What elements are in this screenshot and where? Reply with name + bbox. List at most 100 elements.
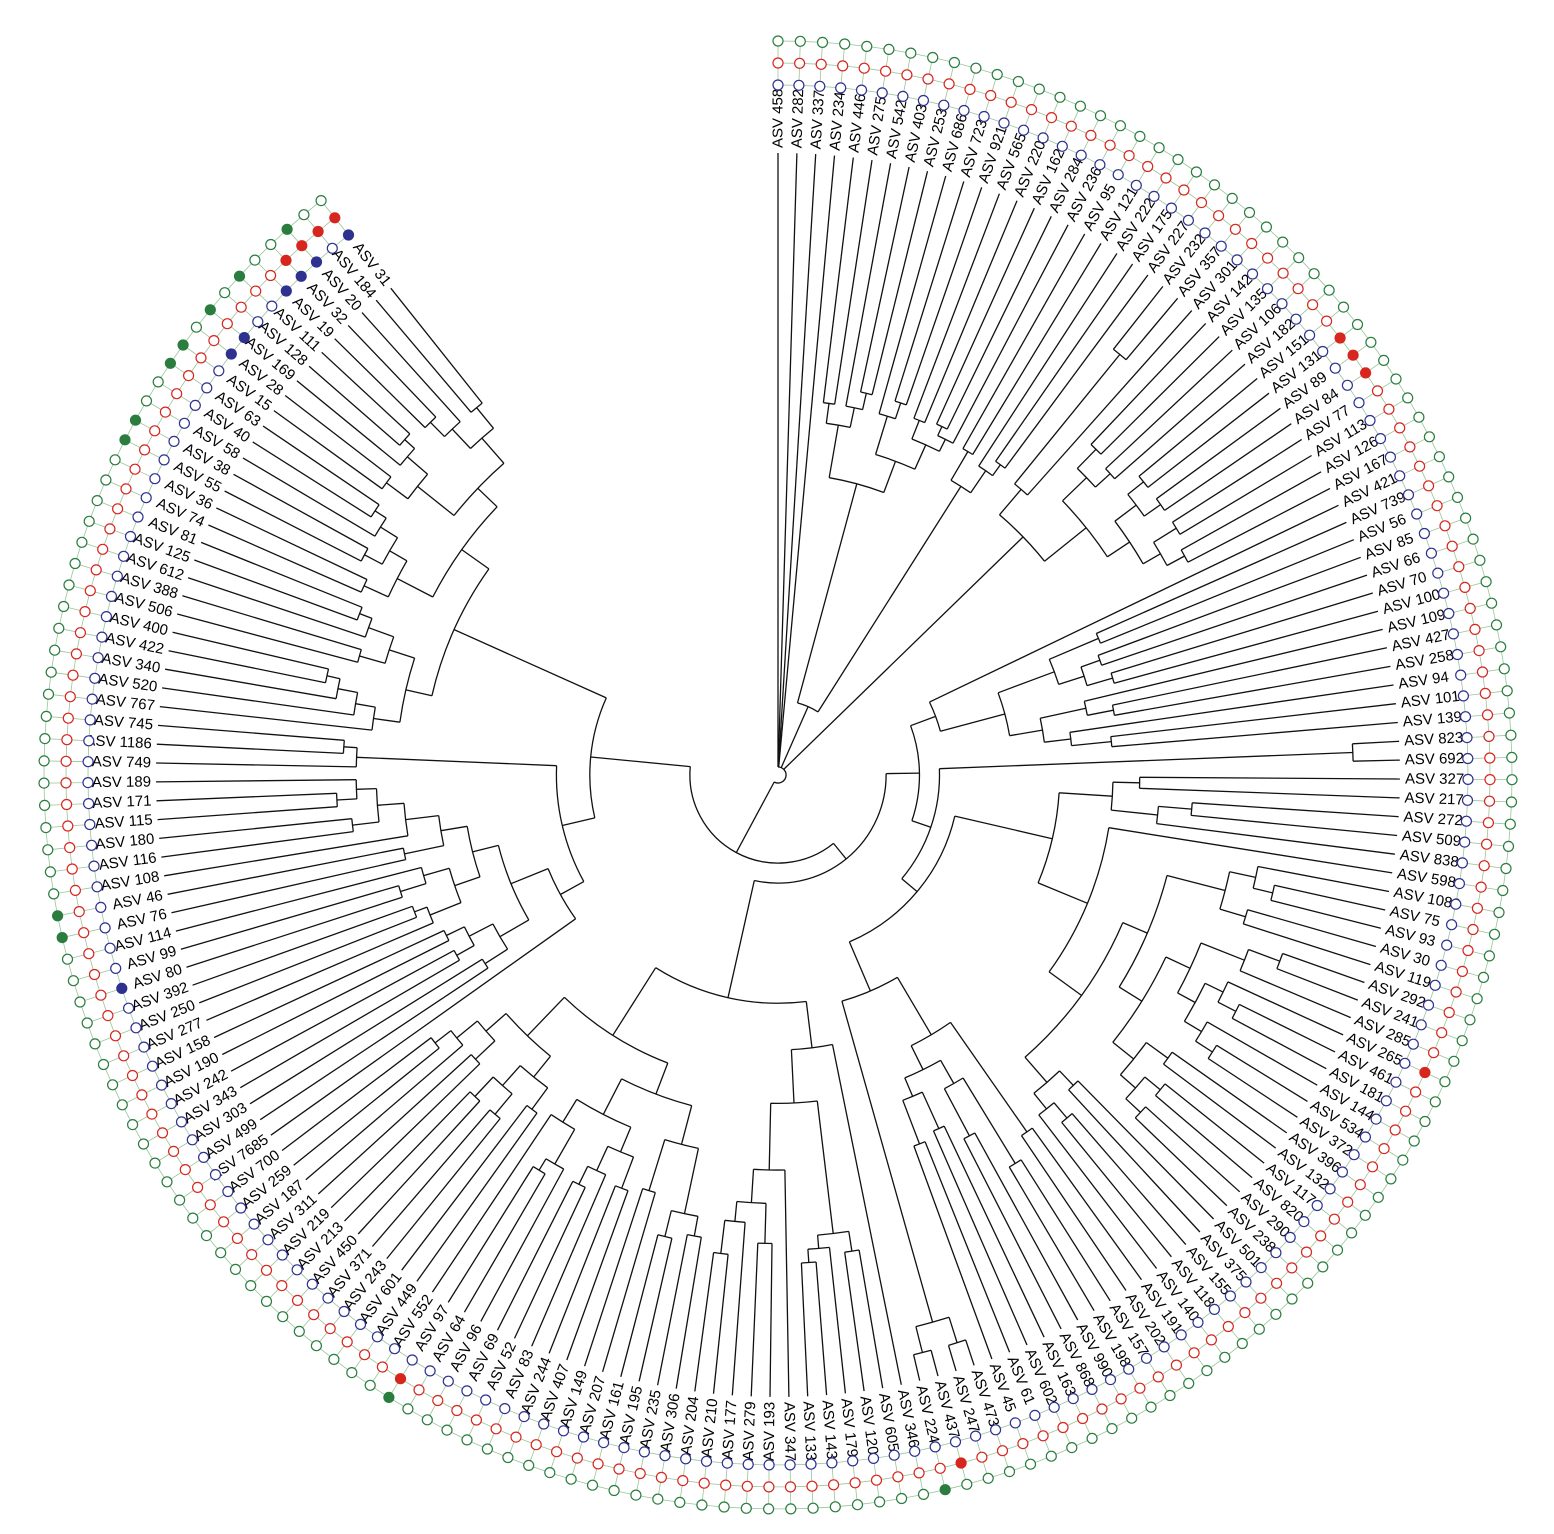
tip-label: ASV 282 bbox=[789, 89, 808, 149]
green-ring-dot bbox=[119, 434, 131, 446]
red-ring-dot bbox=[1453, 561, 1465, 573]
red-ring-dot bbox=[1212, 210, 1225, 222]
branch-line bbox=[1112, 1041, 1135, 1060]
branch-line bbox=[997, 671, 1055, 694]
branch-arc bbox=[773, 766, 787, 784]
branch-line bbox=[815, 1261, 828, 1396]
branch-line bbox=[429, 421, 445, 438]
green-ring-dot bbox=[740, 1502, 752, 1514]
branch-line bbox=[1107, 541, 1130, 558]
red-ring-dot bbox=[1483, 795, 1496, 807]
red-ring-dot bbox=[1025, 103, 1038, 116]
branch-line bbox=[1166, 555, 1185, 567]
green-ring-dot bbox=[1459, 512, 1472, 524]
red-ring-dot bbox=[67, 669, 79, 681]
branch-line bbox=[1158, 805, 1192, 810]
branch-line bbox=[694, 1252, 715, 1392]
green-ring-dot bbox=[829, 1501, 841, 1513]
green-ring-dot bbox=[1260, 221, 1273, 233]
red-ring-dot bbox=[1413, 460, 1426, 472]
branch-line bbox=[156, 762, 357, 768]
blue-ring-dot bbox=[1407, 1038, 1419, 1050]
blue-ring-dot bbox=[1029, 1409, 1041, 1422]
branch-arc bbox=[1162, 1051, 1173, 1065]
blue-ring-dot bbox=[867, 1452, 880, 1465]
blue-ring-dot bbox=[326, 242, 338, 254]
blue-ring-dot bbox=[99, 922, 111, 934]
green-ring-dot bbox=[1467, 533, 1479, 545]
red-ring-dot bbox=[74, 627, 87, 639]
red-ring-dot bbox=[265, 269, 277, 282]
tip-label: ASV 692 bbox=[1405, 750, 1465, 768]
branch-arc bbox=[547, 868, 577, 920]
green-ring-dot bbox=[982, 1472, 994, 1484]
tip-label: ASV 327 bbox=[1405, 771, 1464, 788]
green-ring-dot bbox=[1226, 192, 1238, 204]
branch-line bbox=[417, 485, 455, 517]
green-ring-dot bbox=[1253, 1323, 1265, 1335]
branch-line bbox=[1239, 970, 1351, 1019]
branch-line bbox=[321, 351, 411, 435]
branch-line bbox=[414, 906, 428, 913]
branch-line bbox=[731, 1222, 746, 1396]
green-ring-dot bbox=[215, 1247, 227, 1259]
blue-ring-dot bbox=[938, 99, 950, 111]
branch-arc bbox=[963, 1132, 976, 1140]
green-ring-dot bbox=[1317, 1261, 1329, 1273]
branch-arc bbox=[1180, 549, 1189, 563]
branch-line bbox=[1195, 1040, 1213, 1053]
branch-line bbox=[526, 996, 565, 1037]
branch-arc bbox=[823, 402, 835, 405]
blue-ring-dot bbox=[461, 1385, 473, 1397]
branch-arc bbox=[360, 579, 368, 593]
red-ring-dot bbox=[1005, 96, 1017, 108]
branch-arc bbox=[911, 438, 940, 452]
blue-ring-dot bbox=[499, 1402, 511, 1415]
branch-line bbox=[1014, 354, 1121, 485]
red-ring-dot bbox=[1409, 1086, 1422, 1098]
branch-line bbox=[1097, 556, 1361, 657]
red-ring-dot bbox=[376, 1361, 388, 1373]
red-ring-dot bbox=[69, 884, 82, 897]
red-ring-dot bbox=[221, 318, 233, 330]
green-ring-dot bbox=[1495, 641, 1507, 653]
tip-label: ASV 509 bbox=[1401, 828, 1462, 851]
red-ring-dot bbox=[530, 1439, 542, 1451]
branch-line bbox=[1084, 628, 1383, 702]
blue-ring-dot bbox=[1086, 1383, 1098, 1396]
branch-line bbox=[1105, 349, 1233, 470]
blue-ring-dot bbox=[1192, 1316, 1204, 1329]
green-ring-dot bbox=[1498, 663, 1510, 675]
blue-ring-dot bbox=[1246, 268, 1259, 280]
branch-line bbox=[431, 1114, 552, 1293]
green-ring-dot bbox=[1433, 451, 1446, 463]
green-ring-dot bbox=[1501, 685, 1513, 697]
branch-arc bbox=[913, 417, 925, 424]
blue-ring-dot bbox=[209, 1168, 222, 1181]
green-ring-dot bbox=[140, 395, 153, 407]
branch-arc bbox=[689, 766, 834, 864]
branch-line bbox=[1114, 665, 1391, 716]
blue-ring-dot bbox=[84, 714, 96, 726]
branch-line bbox=[423, 867, 450, 877]
green-ring-dot bbox=[948, 56, 961, 69]
green-ring-dot bbox=[1456, 1035, 1468, 1047]
blue-ring-dot bbox=[82, 776, 94, 789]
branch-line bbox=[902, 1100, 921, 1145]
branch-line bbox=[531, 1087, 549, 1110]
blue-ring-dot bbox=[354, 1318, 367, 1331]
tip-label: ASV 1186 bbox=[85, 732, 152, 752]
green-ring-dot bbox=[1503, 707, 1516, 719]
green-ring-dot bbox=[177, 339, 189, 351]
red-ring-dot bbox=[985, 89, 997, 102]
branch-arc bbox=[492, 1076, 513, 1095]
green-ring-dot bbox=[39, 732, 51, 745]
branch-arc bbox=[1008, 1159, 1022, 1168]
red-ring-dot bbox=[922, 73, 934, 85]
branch-line bbox=[954, 815, 1053, 840]
branch-line bbox=[474, 1076, 494, 1097]
branch-line bbox=[1276, 968, 1359, 1001]
branch-arc bbox=[1239, 949, 1250, 972]
blue-ring-dot bbox=[213, 365, 225, 377]
blue-ring-dot bbox=[1411, 508, 1423, 520]
